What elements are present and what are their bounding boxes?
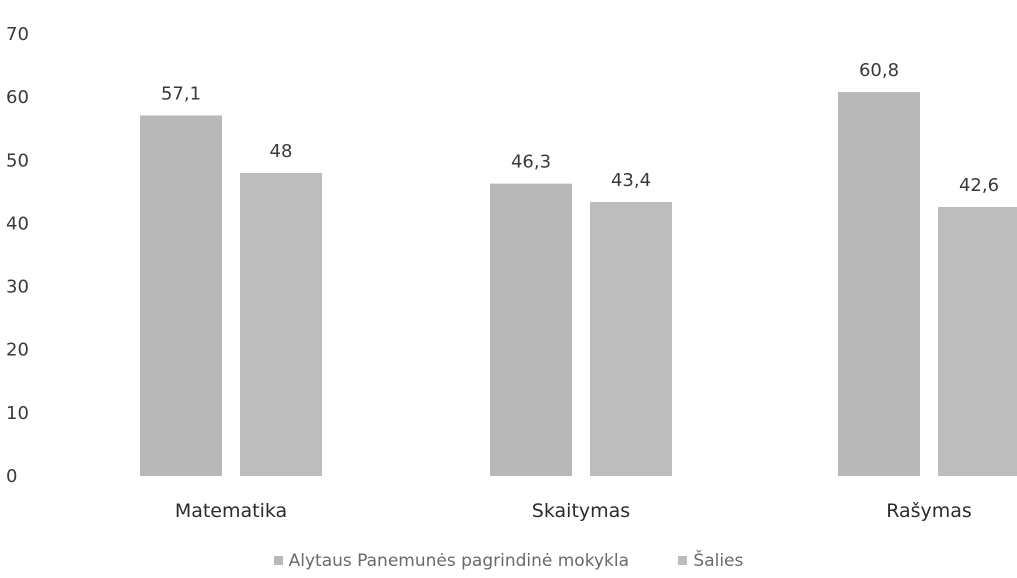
data-label: 57,1 — [161, 83, 201, 104]
bar-2-1 — [938, 207, 1017, 477]
bar-1-0 — [490, 183, 572, 477]
y-tick-label: 30 — [6, 277, 29, 298]
category-labels: Matematika Skaitymas Rašymas — [175, 500, 972, 522]
y-tick-label: 60 — [6, 87, 29, 108]
y-axis-ticks: 0 10 20 30 40 50 60 70 — [6, 24, 29, 487]
bars — [140, 92, 1017, 477]
y-tick-label: 50 — [6, 150, 29, 171]
bar-2-0 — [838, 92, 920, 476]
legend-swatch-school — [273, 556, 283, 565]
y-tick-label: 10 — [6, 403, 29, 424]
category-label: Skaitymas — [532, 500, 630, 522]
legend: Alytaus Panemunės pagrindinė mokykla Šal… — [0, 550, 1017, 571]
data-label: 43,4 — [611, 170, 651, 191]
data-labels: 57,1 48 46,3 43,4 60,8 42,6 — [161, 60, 999, 196]
y-tick-label: 20 — [6, 340, 29, 361]
data-label: 42,6 — [959, 175, 999, 196]
data-label: 48 — [270, 141, 293, 162]
y-tick-label: 40 — [6, 213, 29, 234]
data-label: 46,3 — [511, 152, 551, 173]
legend-item-country: Šalies — [678, 551, 743, 571]
legend-label-country: Šalies — [693, 550, 744, 571]
data-label: 60,8 — [859, 60, 899, 81]
bar-0-1 — [240, 172, 322, 476]
bar-1-1 — [590, 201, 672, 476]
y-tick-label: 0 — [6, 466, 17, 487]
category-label: Matematika — [175, 500, 287, 522]
bar-0-0 — [140, 115, 222, 476]
category-label: Rašymas — [886, 500, 972, 522]
legend-label-school: Alytaus Panemunės pagrindinė mokykla — [288, 550, 629, 571]
y-tick-label: 70 — [6, 24, 29, 45]
legend-item-school: Alytaus Panemunės pagrindinė mokykla — [273, 550, 629, 571]
legend-swatch-country — [678, 556, 688, 565]
